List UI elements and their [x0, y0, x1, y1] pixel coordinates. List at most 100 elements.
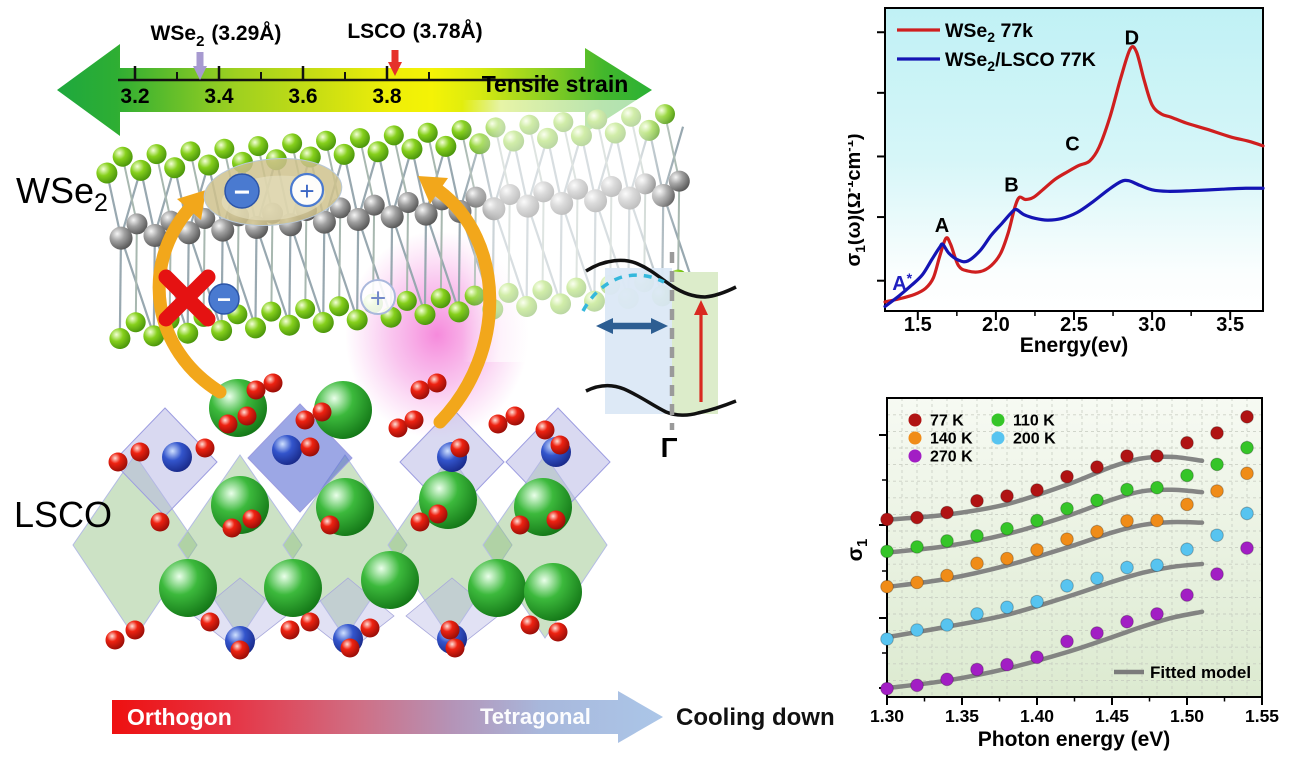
data-point	[1090, 571, 1104, 586]
x-tick-label: 2.0	[982, 314, 1010, 336]
data-point	[880, 512, 894, 527]
tensile-strain-arrow	[57, 44, 652, 136]
x-axis-label: Photon energy (eV)	[978, 728, 1171, 751]
x-tick-label: 1.35	[945, 706, 979, 726]
data-point	[940, 568, 954, 583]
data-point	[910, 510, 924, 525]
data-point	[1180, 468, 1194, 483]
data-point	[1060, 578, 1074, 593]
cooling-down-label: Cooling down	[676, 704, 835, 731]
lsco-layer-label: LSCO	[14, 494, 112, 535]
data-point	[1210, 457, 1224, 472]
peak-label: D	[1125, 27, 1139, 49]
data-point	[1120, 514, 1134, 528]
data-point	[1090, 626, 1104, 640]
data-point	[970, 556, 984, 571]
wse2-pointer-arrow-icon	[193, 52, 207, 80]
tetragonal-phase-label: Tetragonal	[480, 704, 591, 729]
lsco-crystal-structure	[72, 373, 611, 660]
svg-text:−: −	[217, 287, 231, 314]
data-point	[1210, 528, 1224, 543]
data-point	[1060, 634, 1074, 649]
svg-text:+: +	[370, 283, 386, 314]
data-point	[1030, 483, 1044, 497]
legend-label: 140 K	[930, 431, 973, 448]
data-point	[940, 672, 954, 687]
tensile-strain-label: Tensile strain	[482, 71, 629, 97]
wse2-lattice-label: WSe2 (3.29Å)	[151, 21, 282, 50]
series-curve	[883, 45, 1265, 304]
peak-label: A	[935, 215, 949, 237]
peak-label: C	[1065, 133, 1079, 155]
data-point	[1090, 460, 1104, 474]
x-tick-label: 1.55	[1245, 706, 1279, 726]
data-point	[970, 494, 984, 508]
legend-label: 200 K	[1013, 431, 1056, 448]
x-tick-label: 1.40	[1020, 706, 1054, 726]
momentum-shift-arrow-icon	[596, 318, 668, 334]
data-point	[880, 681, 894, 696]
data-point	[970, 607, 984, 621]
data-point	[1180, 497, 1194, 512]
legend-swatch	[991, 431, 1005, 445]
data-point	[970, 662, 984, 677]
x-tick-label: 1.50	[1170, 706, 1204, 726]
valence-band-curve	[585, 258, 737, 299]
plot-frame	[884, 7, 1264, 312]
x-axis-label: Energy(ev)	[1020, 334, 1129, 357]
x-tick-label: 3.0	[1138, 314, 1166, 336]
data-point	[1000, 657, 1014, 672]
data-point	[940, 534, 954, 548]
data-point	[1240, 410, 1254, 424]
lsco-pointer-arrow-icon	[388, 50, 402, 76]
data-point	[1120, 614, 1134, 629]
legend-swatch	[908, 449, 922, 463]
data-point	[910, 540, 924, 554]
data-point	[1000, 521, 1014, 536]
ruler-tick-label: 3.4	[204, 85, 234, 108]
y-axis-label: σ1(ω)(Ω-1cm-1)	[848, 133, 868, 266]
peak-label: A*	[892, 270, 912, 295]
plot-background	[885, 8, 1263, 311]
data-point	[1030, 650, 1044, 665]
x-tick-label: 1.30	[870, 706, 904, 726]
data-point	[1150, 513, 1164, 528]
data-point	[1180, 542, 1194, 557]
data-point	[1240, 541, 1254, 555]
legend-label: WSe2/LSCO 77K	[945, 49, 1096, 74]
data-point	[1210, 484, 1224, 498]
data-point	[1120, 560, 1134, 575]
data-point	[1000, 551, 1014, 566]
peak-label: B	[1004, 174, 1018, 196]
data-point	[880, 544, 894, 559]
data-point	[1210, 426, 1224, 440]
data-point	[1150, 607, 1164, 621]
series-curve	[883, 178, 1265, 309]
data-point	[910, 678, 924, 693]
ruler-tick-label: 3.8	[372, 85, 402, 108]
legend-label: 110 K	[1013, 413, 1055, 430]
svg-text:−: −	[234, 177, 250, 208]
data-point	[1150, 480, 1164, 495]
data-point	[1030, 594, 1044, 609]
data-point	[1060, 501, 1074, 516]
data-point	[1240, 506, 1254, 521]
cooling-phase-arrow	[112, 691, 663, 743]
gamma-point-label: Γ	[661, 432, 678, 463]
data-point	[1000, 600, 1014, 615]
x-tick-label: 3.5	[1216, 314, 1244, 336]
fitted-model-curve	[884, 487, 1205, 555]
data-point	[880, 632, 894, 646]
x-tick-label: 2.5	[1060, 314, 1088, 336]
orthogonal-phase-label: Orthogon	[127, 704, 232, 730]
electron-icon	[208, 283, 240, 315]
data-point	[1150, 449, 1164, 463]
data-point	[1240, 466, 1254, 481]
electron-icon	[224, 173, 260, 209]
x-tick-label: 1.45	[1095, 706, 1129, 726]
data-point	[1120, 482, 1134, 497]
wse2-layer-label: WSe2	[16, 170, 108, 217]
shifted-band-dashed-curve	[581, 273, 665, 312]
data-point	[1180, 588, 1194, 602]
data-point	[1000, 489, 1014, 503]
